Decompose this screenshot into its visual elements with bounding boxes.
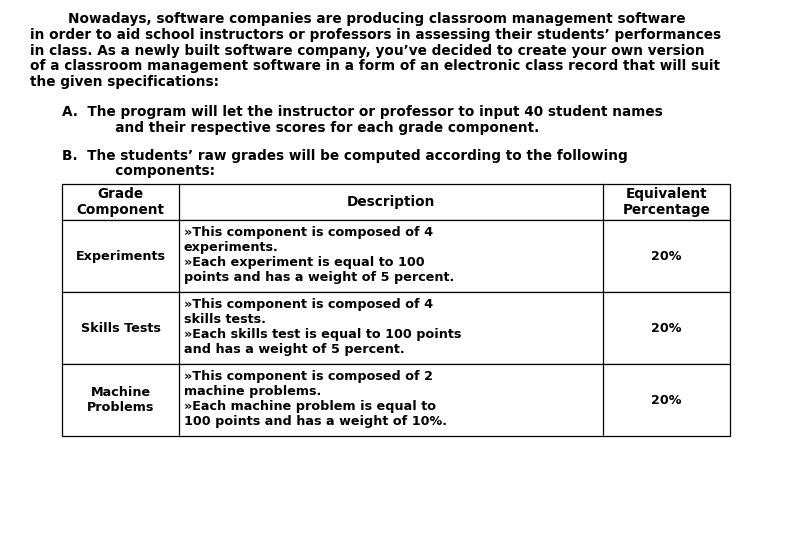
Text: components:: components: [82, 164, 215, 179]
Text: »Each skills test is equal to 100 points: »Each skills test is equal to 100 points [184, 328, 461, 341]
Bar [62, 220, 730, 292]
Text: »Each experiment is equal to 100: »Each experiment is equal to 100 [184, 256, 425, 269]
Text: Grade
Component: Grade Component [77, 187, 165, 217]
Text: and has a weight of 5 percent.: and has a weight of 5 percent. [184, 344, 404, 357]
Text: experiments.: experiments. [184, 241, 278, 254]
Text: Machine
Problems: Machine Problems [87, 386, 154, 414]
Text: A.  The program will let the instructor or professor to input 40 student names: A. The program will let the instructor o… [62, 105, 663, 119]
Text: in order to aid school instructors or professors in assessing their students’ pe: in order to aid school instructors or pr… [30, 28, 721, 42]
Text: »This component is composed of 4: »This component is composed of 4 [184, 298, 433, 311]
Text: 20%: 20% [651, 322, 682, 335]
Text: »This component is composed of 2: »This component is composed of 2 [184, 370, 433, 383]
Text: of a classroom management software in a form of an electronic class record that : of a classroom management software in a … [30, 60, 720, 74]
Text: Nowadays, software companies are producing classroom management software: Nowadays, software companies are produci… [30, 12, 686, 26]
Text: Experiments: Experiments [75, 250, 165, 263]
Text: »This component is composed of 4: »This component is composed of 4 [184, 226, 433, 239]
Bar [62, 364, 730, 436]
Text: points and has a weight of 5 percent.: points and has a weight of 5 percent. [184, 272, 454, 285]
Text: 20%: 20% [651, 394, 682, 407]
Bar [62, 184, 730, 220]
Text: in class. As a newly built software company, you’ve decided to create your own v: in class. As a newly built software comp… [30, 44, 705, 57]
Text: machine problems.: machine problems. [184, 385, 321, 398]
Text: Skills Tests: Skills Tests [81, 322, 161, 335]
Text: and their respective scores for each grade component.: and their respective scores for each gra… [82, 121, 539, 135]
Text: 20%: 20% [651, 250, 682, 263]
Text: 100 points and has a weight of 10%.: 100 points and has a weight of 10%. [184, 415, 447, 428]
Text: Description: Description [346, 195, 435, 209]
Bar [62, 292, 730, 364]
Text: Equivalent
Percentage: Equivalent Percentage [623, 187, 710, 217]
Text: the given specifications:: the given specifications: [30, 75, 219, 89]
Text: »Each machine problem is equal to: »Each machine problem is equal to [184, 400, 436, 413]
Text: B.  The students’ raw grades will be computed according to the following: B. The students’ raw grades will be comp… [62, 149, 628, 163]
Text: skills tests.: skills tests. [184, 313, 266, 326]
